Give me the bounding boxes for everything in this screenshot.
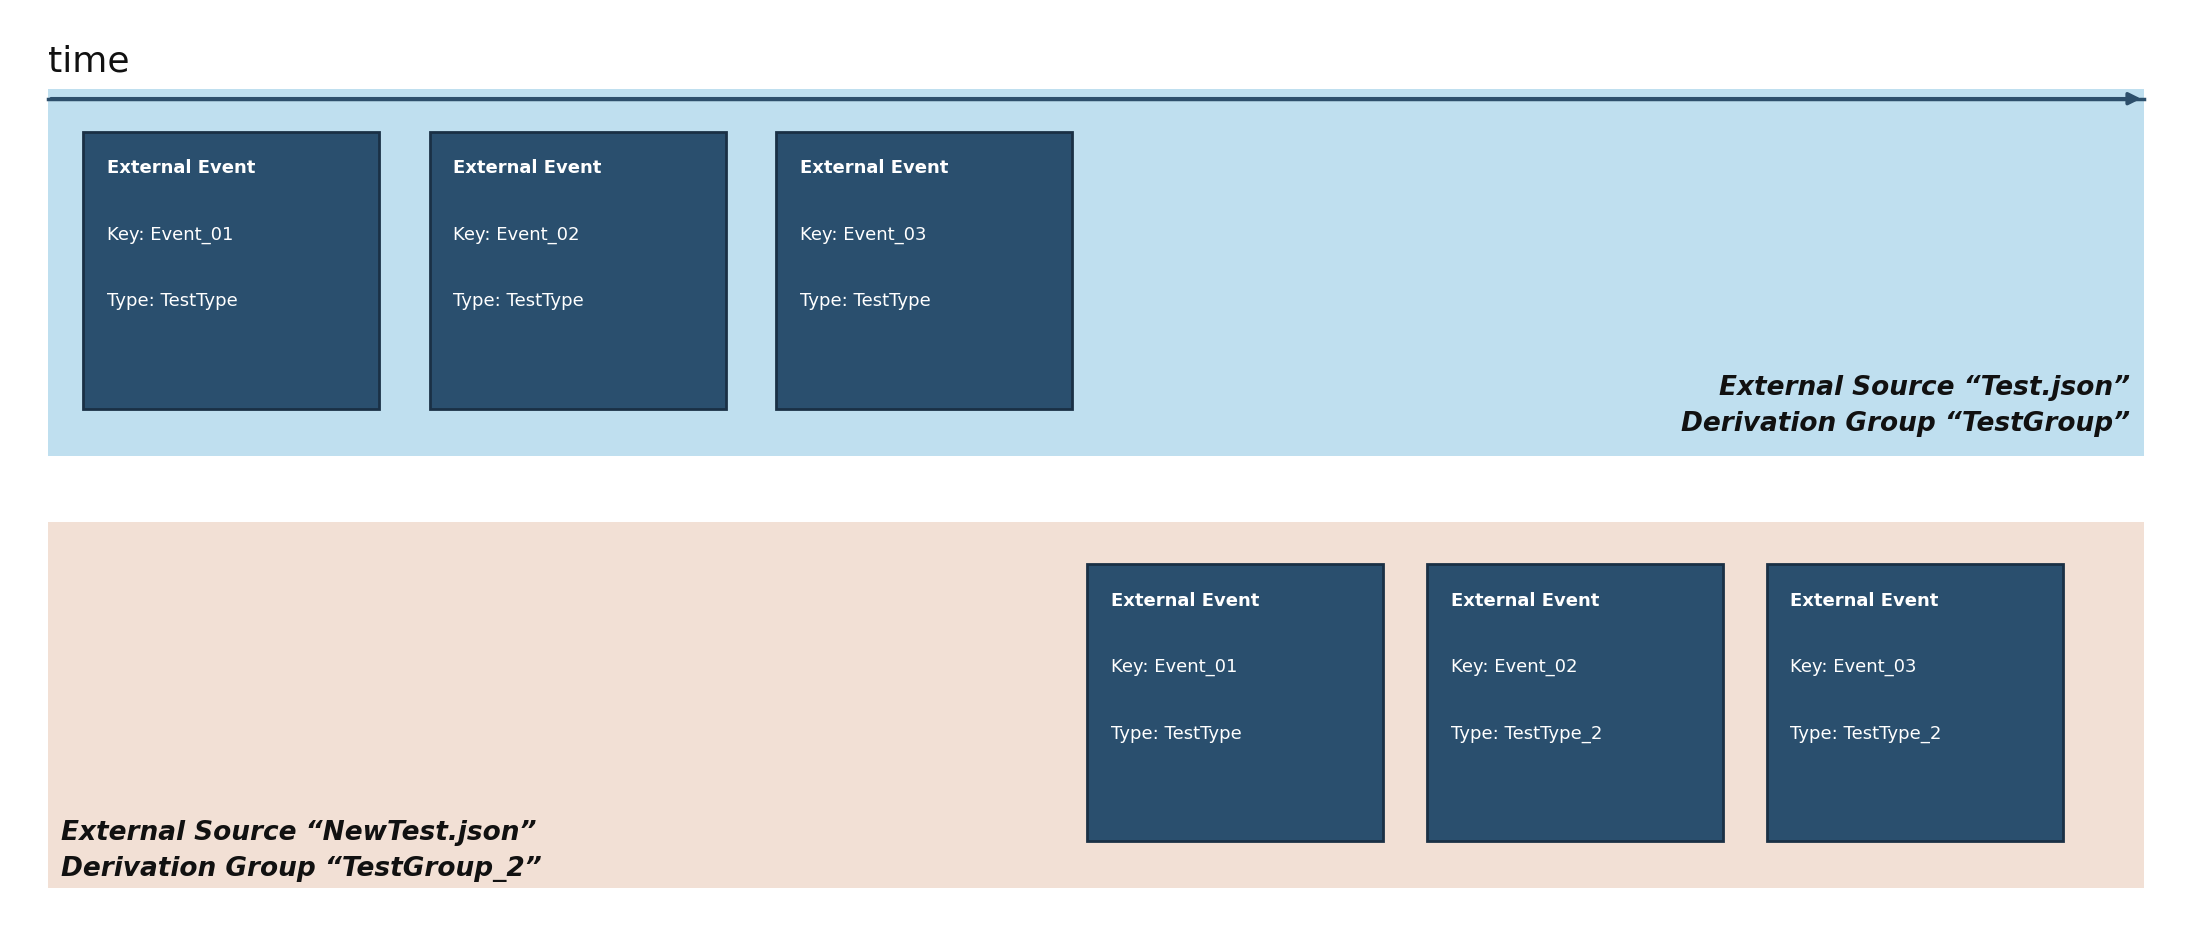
Text: Type: TestType: Type: TestType [800, 292, 929, 310]
Text: Key: Event_01: Key: Event_01 [107, 226, 232, 243]
Text: External Event: External Event [800, 159, 947, 178]
Text: External Source “NewTest.json”
Derivation Group “TestGroup_2”: External Source “NewTest.json” Derivatio… [61, 820, 541, 882]
Text: Type: TestType_2: Type: TestType_2 [1451, 725, 1602, 743]
Text: time: time [48, 44, 129, 78]
Bar [1087, 564, 1383, 841]
Bar [83, 132, 379, 409]
Text: Type: TestType: Type: TestType [1111, 725, 1241, 743]
Bar [48, 522, 2144, 888]
Text: External Event: External Event [1111, 592, 1258, 610]
Text: External Event: External Event [107, 159, 254, 178]
Text: External Event: External Event [1791, 592, 1938, 610]
Text: External Event: External Event [454, 159, 601, 178]
Text: External Event: External Event [1451, 592, 1598, 610]
Bar [1427, 564, 1723, 841]
Text: Key: Event_03: Key: Event_03 [1791, 658, 1918, 676]
Text: Key: Event_02: Key: Event_02 [1451, 658, 1578, 676]
Text: External Source “Test.json”
Derivation Group “TestGroup”: External Source “Test.json” Derivation G… [1681, 375, 2131, 437]
Text: Type: TestType_2: Type: TestType_2 [1791, 725, 1942, 743]
Text: Type: TestType: Type: TestType [454, 292, 583, 310]
Text: Type: TestType: Type: TestType [107, 292, 237, 310]
Bar [1767, 564, 2063, 841]
Text: Key: Event_01: Key: Event_01 [1111, 658, 1236, 676]
Bar [430, 132, 726, 409]
Bar [776, 132, 1072, 409]
Text: Key: Event_02: Key: Event_02 [454, 226, 581, 243]
Text: Key: Event_03: Key: Event_03 [800, 226, 927, 243]
Bar [48, 89, 2144, 456]
